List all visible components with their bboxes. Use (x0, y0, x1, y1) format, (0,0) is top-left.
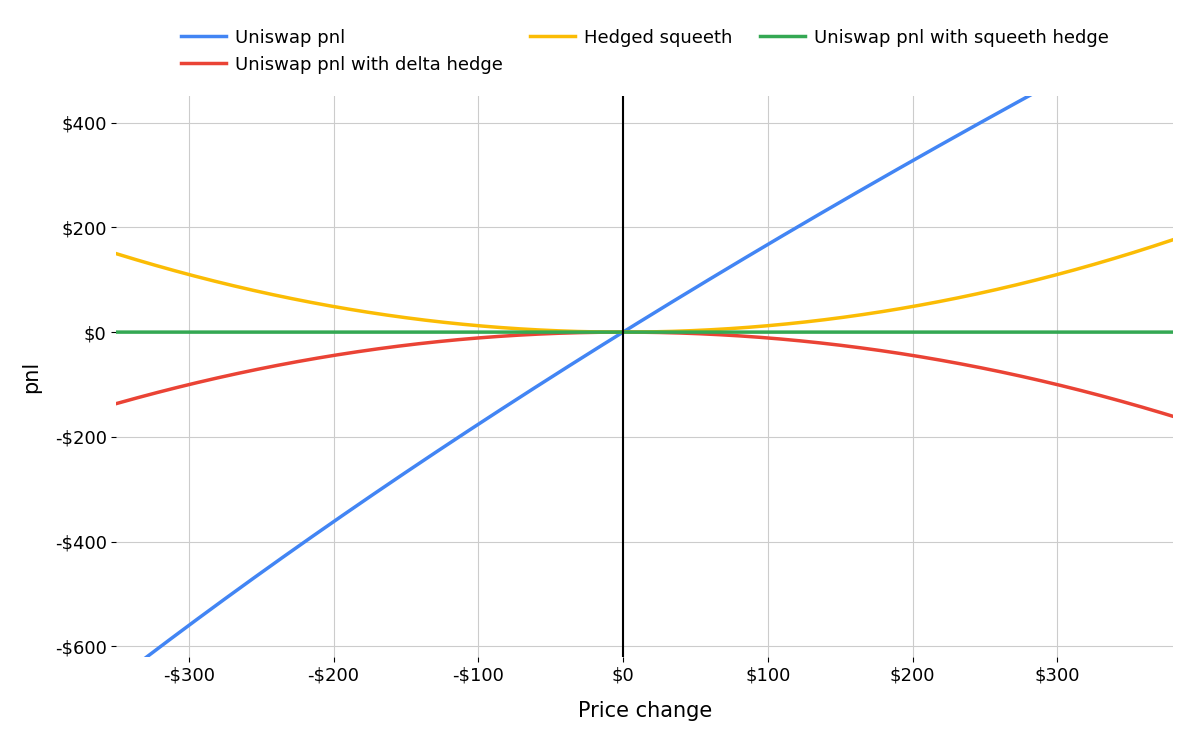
Uniswap pnl with squeeth hedge (1166, 328, 1181, 337)
Hedged squeeth (1166, 235, 1181, 244)
Hedged squeeth (1135, 245, 1150, 254)
Legend: Uniswap pnl, Uniswap pnl with delta hedge, Hedged squeeth, Uniswap pnl with sque: Uniswap pnl, Uniswap pnl with delta hedg… (174, 22, 1116, 81)
Uniswap pnl (595, 341, 610, 349)
Uniswap pnl with delta hedge (1135, 403, 1150, 412)
Hedged squeeth (163, 265, 178, 274)
Hedged squeeth (616, 328, 630, 337)
Line: Hedged squeeth: Hedged squeeth (116, 240, 1174, 332)
Uniswap pnl with squeeth hedge (109, 328, 124, 337)
Uniswap pnl with delta hedge (1166, 412, 1181, 421)
Uniswap pnl (941, 136, 955, 145)
Uniswap pnl (623, 324, 637, 332)
Uniswap pnl with delta hedge (942, 357, 956, 366)
Uniswap pnl with delta hedge (163, 384, 178, 393)
Hedged squeeth (109, 249, 124, 258)
Uniswap pnl (1166, 14, 1181, 23)
Uniswap pnl with squeeth hedge (163, 328, 178, 337)
X-axis label: Price change: Price change (577, 701, 712, 721)
Hedged squeeth (624, 328, 638, 337)
Uniswap pnl with delta hedge (616, 328, 630, 337)
Uniswap pnl (1135, 30, 1150, 39)
Line: Uniswap pnl: Uniswap pnl (116, 19, 1174, 680)
Uniswap pnl with delta hedge (109, 399, 124, 408)
Uniswap pnl with delta hedge (1135, 403, 1150, 412)
Uniswap pnl with delta hedge (595, 328, 610, 337)
Uniswap pnl with squeeth hedge (941, 328, 955, 337)
Hedged squeeth (942, 295, 956, 304)
Uniswap pnl with squeeth hedge (623, 328, 637, 337)
Line: Uniswap pnl with delta hedge: Uniswap pnl with delta hedge (116, 332, 1174, 416)
Uniswap pnl with delta hedge (624, 328, 638, 337)
Hedged squeeth (1135, 246, 1150, 255)
Hedged squeeth (595, 327, 610, 336)
Uniswap pnl with squeeth hedge (1135, 328, 1150, 337)
Uniswap pnl (109, 676, 124, 685)
Uniswap pnl with squeeth hedge (1135, 328, 1150, 337)
Uniswap pnl (1135, 30, 1150, 39)
Uniswap pnl with squeeth hedge (595, 328, 610, 337)
Uniswap pnl (163, 634, 178, 643)
Y-axis label: pnl: pnl (20, 361, 41, 393)
